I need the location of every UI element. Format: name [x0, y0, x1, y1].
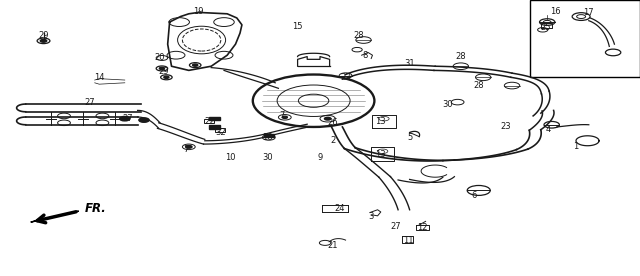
Circle shape — [40, 39, 47, 42]
Text: 3: 3 — [369, 212, 374, 221]
Text: 28: 28 — [353, 31, 364, 40]
Circle shape — [120, 116, 130, 121]
Circle shape — [164, 76, 169, 78]
Text: 6: 6 — [471, 192, 476, 200]
Text: 19: 19 — [193, 7, 204, 15]
Bar — [209, 117, 220, 120]
Text: 12: 12 — [417, 223, 428, 232]
Polygon shape — [31, 211, 79, 222]
Bar — [209, 125, 220, 129]
Text: 15: 15 — [292, 22, 303, 31]
Text: 2: 2 — [330, 136, 335, 145]
Text: 11: 11 — [403, 236, 413, 245]
Text: 1: 1 — [573, 142, 579, 151]
Circle shape — [193, 64, 198, 66]
Text: 18: 18 — [262, 134, 273, 142]
Text: 22: 22 — [205, 117, 215, 126]
Text: 9: 9 — [317, 153, 323, 162]
Text: 5: 5 — [407, 134, 412, 142]
Circle shape — [159, 67, 164, 70]
Text: 10: 10 — [225, 153, 236, 162]
Text: 23: 23 — [500, 123, 511, 131]
Text: 17: 17 — [584, 8, 594, 17]
Circle shape — [139, 118, 149, 122]
Text: 27: 27 — [390, 222, 401, 231]
Bar — [215, 128, 225, 132]
Bar — [530, 0, 640, 77]
Text: 23: 23 — [340, 73, 351, 82]
Text: 28: 28 — [456, 52, 466, 61]
Text: 21: 21 — [328, 241, 338, 250]
Text: 29: 29 — [38, 31, 49, 40]
Text: 7: 7 — [183, 145, 188, 153]
Text: 24: 24 — [334, 204, 344, 213]
Text: 31: 31 — [404, 59, 415, 68]
Text: FR.: FR. — [85, 202, 107, 216]
Text: 25: 25 — [540, 23, 550, 32]
Text: 20: 20 — [155, 54, 165, 62]
Bar — [204, 119, 214, 123]
Circle shape — [324, 117, 331, 120]
Text: 7: 7 — [279, 112, 284, 120]
Circle shape — [186, 145, 192, 148]
Text: 28: 28 — [474, 81, 484, 90]
Text: 32: 32 — [216, 128, 226, 137]
Text: 13: 13 — [376, 117, 386, 126]
Text: 8: 8 — [362, 51, 367, 60]
Text: 29: 29 — [158, 67, 168, 76]
Text: 27: 27 — [84, 98, 95, 107]
Text: 30: 30 — [443, 100, 453, 109]
Text: 26: 26 — [328, 118, 338, 127]
Text: 27: 27 — [123, 114, 133, 123]
Bar — [264, 134, 274, 137]
Text: 13: 13 — [376, 150, 386, 159]
Text: 4: 4 — [545, 125, 550, 134]
Text: 30: 30 — [262, 153, 273, 162]
Text: 16: 16 — [550, 7, 561, 15]
Text: 14: 14 — [94, 73, 104, 82]
Circle shape — [282, 116, 287, 118]
